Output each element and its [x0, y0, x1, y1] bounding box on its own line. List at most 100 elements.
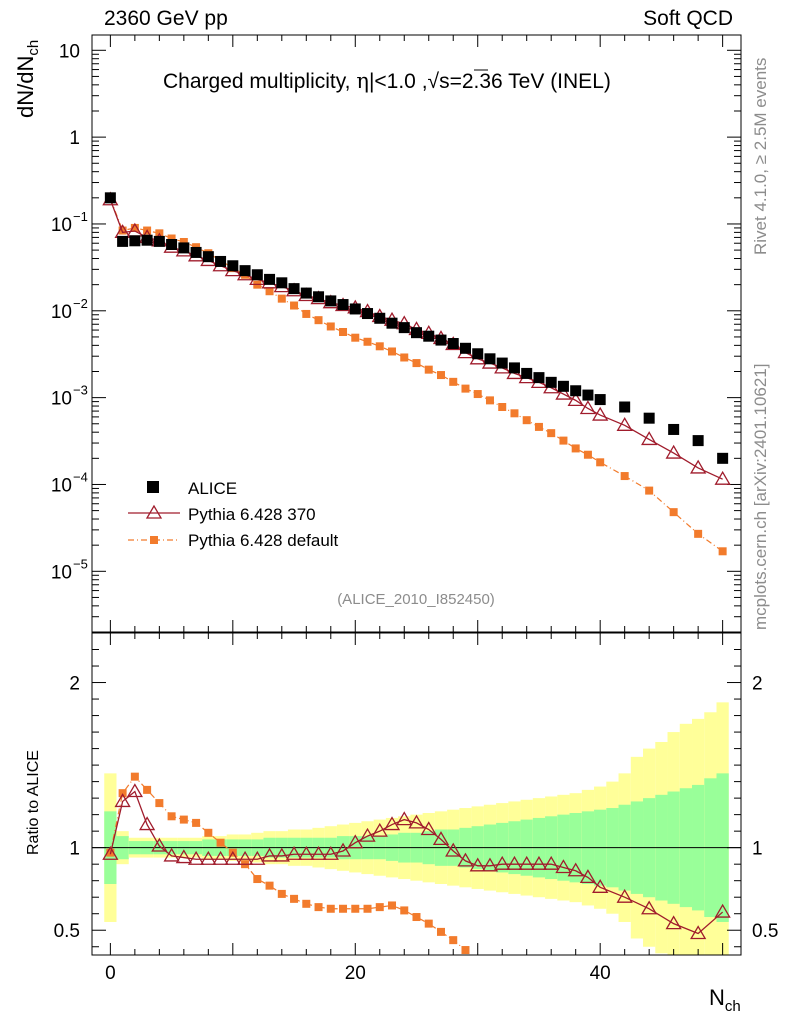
point-alice: [215, 255, 227, 267]
ratio-point-pythia-default: [143, 785, 152, 794]
y-tick-label: 10: [51, 215, 72, 236]
ratio-point-pythia-370: [371, 822, 388, 837]
ratio-point-pythia-default: [130, 772, 139, 781]
point-pythia-default: [436, 371, 445, 380]
point-alice: [557, 380, 569, 392]
point-alice: [521, 367, 533, 379]
ratio-point-pythia-370: [334, 842, 352, 857]
ratio-point-pythia-370: [494, 855, 511, 870]
ratio-point-pythia-default: [192, 818, 201, 827]
legend-label-pythia-default: Pythia 6.428 default: [188, 531, 339, 550]
point-pythia-default: [290, 301, 299, 310]
point-alice: [117, 235, 129, 247]
header-left: 2360 GeV pp: [104, 7, 228, 30]
point-alice: [313, 291, 325, 303]
ratio-point-pythia-370: [310, 845, 327, 860]
point-pythia-default: [265, 287, 274, 296]
point-alice: [374, 312, 386, 324]
x-tick-label: 0: [105, 963, 116, 984]
ratio-point-pythia-370: [616, 888, 633, 903]
ratio-point-pythia-370: [187, 850, 205, 865]
point-alice: [484, 353, 496, 365]
point-pythia-default: [179, 237, 188, 246]
ratio-point-pythia-default: [314, 903, 323, 912]
ratio-series-group: [102, 772, 731, 955]
point-alice: [251, 269, 263, 281]
ratio-point-pythia-default: [351, 904, 360, 913]
point-alice: [129, 235, 141, 247]
point-alice: [300, 287, 312, 299]
point-pythia-default: [130, 223, 139, 232]
ratio-point-pythia-default: [216, 838, 225, 847]
point-alice: [447, 338, 459, 350]
ratio-frame: [91, 632, 742, 956]
ratio-point-pythia-370: [408, 814, 425, 829]
ratio-point-pythia-370: [506, 855, 523, 870]
point-pythia-default: [400, 353, 409, 362]
point-alice: [594, 394, 606, 406]
ratio-point-pythia-370: [530, 855, 548, 870]
ratio-point-pythia-370: [200, 850, 217, 865]
point-pythia-default: [571, 444, 580, 453]
point-alice: [435, 334, 447, 346]
point-alice: [202, 251, 214, 263]
ratio-point-pythia-default: [449, 936, 458, 945]
point-pythia-default: [277, 294, 286, 303]
ratio-point-pythia-370: [151, 837, 168, 852]
ratio-point-pythia-default: [155, 799, 164, 808]
point-alice: [643, 412, 655, 424]
point-pythia-default: [314, 316, 323, 325]
point-alice: [141, 234, 153, 246]
y-tick-label: 10: [51, 389, 72, 410]
ratio-point-pythia-default: [265, 881, 274, 890]
ratio-point-pythia-370: [555, 859, 572, 874]
point-pythia-370: [665, 444, 682, 459]
y-tick-label: 10: [51, 302, 72, 323]
legend-marker-pythia-default: [150, 536, 158, 544]
ratio-tick-label-right: 0.5: [752, 921, 778, 942]
point-pythia-default: [645, 486, 654, 495]
point-alice: [153, 235, 165, 247]
ratio-point-pythia-370: [518, 855, 535, 870]
legend-label-pythia-370: Pythia 6.428 370: [188, 505, 316, 524]
ratio-point-pythia-default: [424, 919, 433, 928]
point-alice: [545, 376, 557, 388]
point-alice: [533, 372, 545, 384]
x-axis-label: Nch: [709, 985, 741, 1015]
ratio-point-pythia-370: [359, 827, 376, 842]
ratio-point-pythia-default: [400, 906, 409, 915]
point-pythia-default: [339, 327, 348, 336]
point-pythia-370: [714, 470, 731, 485]
ratio-point-pythia-default: [436, 927, 445, 936]
legend-marker-pythia-370: [145, 504, 163, 519]
point-pythia-default: [694, 529, 703, 538]
series-line-pythia-default: [109, 198, 723, 552]
point-alice: [104, 192, 116, 204]
ratio-point-pythia-default: [302, 899, 311, 908]
point-alice: [459, 342, 471, 354]
point-pythia-default: [461, 384, 470, 393]
ratio-point-pythia-370: [665, 915, 682, 930]
ratio-point-pythia-default: [253, 875, 262, 884]
analysis-id: (ALICE_2010_I852450): [337, 591, 495, 608]
ratio-point-pythia-370: [432, 831, 450, 846]
ratio-point-pythia-370: [212, 850, 229, 865]
ratio-point-pythia-370: [579, 869, 597, 884]
point-alice: [398, 322, 410, 334]
point-pythia-default: [302, 309, 311, 318]
point-pythia-default: [485, 396, 494, 405]
ratio-point-pythia-370: [261, 847, 278, 862]
ratio-point-pythia-370: [567, 862, 584, 877]
point-alice: [508, 362, 520, 374]
ratio-point-pythia-370: [690, 925, 707, 940]
ratio-point-pythia-370: [457, 852, 474, 867]
point-alice: [288, 283, 300, 295]
y-axis-label: dN/dNch: [13, 40, 42, 118]
ratio-point-pythia-370: [481, 857, 499, 872]
x-tick-label: 40: [590, 963, 611, 984]
point-pythia-default: [412, 359, 421, 368]
point-pythia-default: [424, 365, 433, 374]
ratio-point-pythia-370: [543, 855, 560, 870]
point-pythia-default: [669, 508, 678, 517]
y-tick-label: 10: [51, 475, 72, 496]
